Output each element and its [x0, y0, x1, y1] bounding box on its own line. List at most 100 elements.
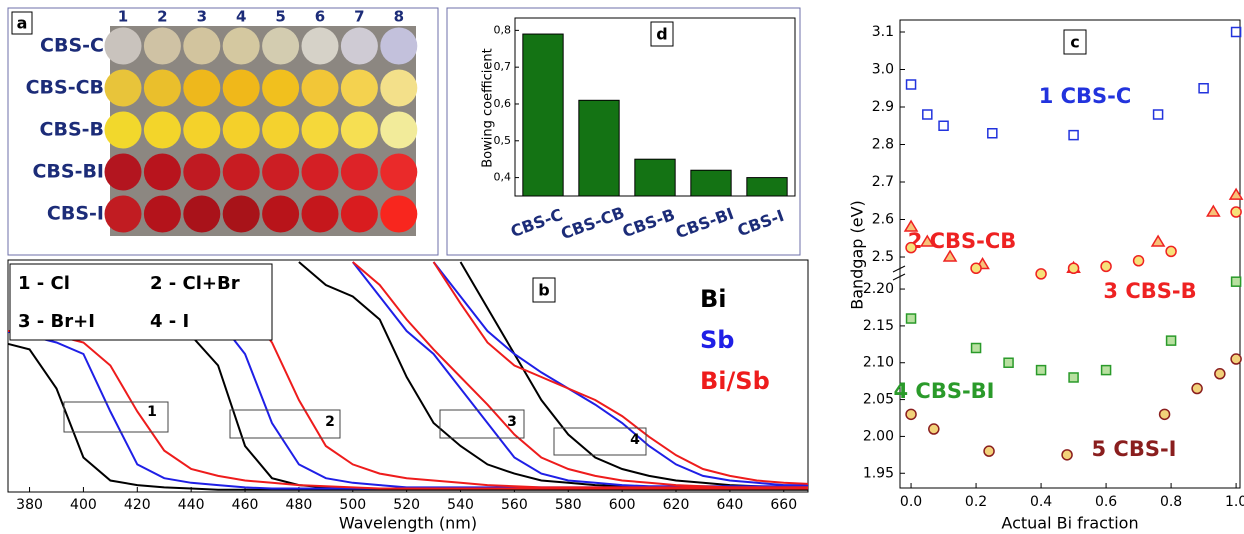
y-tick-label: 2.10	[863, 355, 894, 371]
x-tick-label: 540	[447, 497, 474, 513]
sample-disc	[380, 111, 418, 149]
marker	[1165, 245, 1177, 258]
marker	[1158, 408, 1171, 421]
series-label: 3 CBS-B	[1103, 279, 1196, 303]
y-tick-label: 2.6	[872, 212, 894, 228]
panel-label: a	[17, 14, 28, 33]
bar	[746, 177, 788, 197]
panel-label-box	[1063, 29, 1087, 55]
marker	[905, 408, 917, 421]
marker	[1003, 357, 1014, 368]
marker	[1100, 260, 1112, 273]
y-tick-label: 3.1	[872, 24, 894, 40]
x-tick-label: 380	[16, 497, 43, 513]
row-label: CBS-C	[40, 35, 104, 57]
sample-disc	[301, 195, 339, 233]
annotation-box	[439, 409, 525, 439]
marker	[1214, 368, 1226, 380]
x-tick-label: 560	[501, 497, 528, 513]
marker	[1150, 234, 1166, 247]
marker	[1230, 276, 1242, 287]
column-label: 5	[275, 8, 285, 26]
series-label: 1 CBS-C	[1039, 84, 1132, 108]
sample-disc	[340, 153, 378, 191]
marker	[1061, 449, 1073, 461]
legend-label: Bi/Sb	[700, 367, 770, 395]
marker	[919, 234, 935, 247]
marker	[905, 241, 917, 254]
sample-disc	[340, 69, 378, 107]
sample-disc	[340, 195, 378, 233]
x-tick-label: 620	[663, 497, 690, 513]
sample-disc	[222, 153, 260, 191]
y-tick-label: 3.0	[872, 62, 894, 78]
sample-disc	[301, 111, 339, 149]
spectrum-line	[8, 330, 808, 490]
marker	[905, 79, 917, 90]
marker	[1191, 382, 1203, 395]
marker	[1230, 26, 1242, 38]
key-label: 4 - I	[150, 311, 189, 332]
sample-disc	[262, 195, 300, 233]
annotation: 4	[630, 432, 640, 448]
marker	[1198, 83, 1209, 94]
y-tick-label: 2.15	[863, 318, 894, 334]
sample-disc	[104, 69, 142, 107]
marker	[983, 445, 995, 457]
x-tick-label: 640	[717, 497, 744, 513]
sample-disc	[380, 69, 418, 107]
column-label: 7	[354, 8, 364, 26]
marker	[928, 423, 940, 435]
key-box	[9, 263, 273, 341]
panel-label-box	[650, 21, 674, 47]
y-tick-label: 2.5	[872, 249, 894, 265]
panel-b-frame	[7, 259, 809, 493]
row-label: CBS-B	[40, 119, 104, 141]
x-tick-label: 0.8	[1160, 494, 1182, 510]
sample-disc	[380, 27, 418, 65]
spectrum-line	[432, 261, 808, 487]
column-label: 6	[315, 8, 325, 26]
marker	[1068, 372, 1079, 383]
row-label: CBS-CB	[26, 77, 104, 99]
marker	[970, 342, 982, 354]
series-label: 2 CBS-CB	[908, 229, 1017, 253]
y-tick-label: 0,5	[494, 134, 512, 147]
sample-disc	[301, 153, 339, 191]
y-tick-label: 0,8	[494, 23, 512, 36]
sample-disc	[183, 27, 221, 65]
legend-label: Sb	[700, 326, 734, 354]
sample-disc	[380, 153, 418, 191]
sample-disc	[222, 27, 260, 65]
annotation: 2	[325, 414, 335, 430]
sample-disc	[262, 153, 300, 191]
marker	[1165, 335, 1177, 346]
sample-disc	[301, 27, 339, 65]
annotation-box	[63, 401, 169, 433]
x-tick-label: 0.0	[900, 494, 922, 510]
y-tick-label: 2.00	[863, 428, 894, 444]
sample-disc	[262, 27, 300, 65]
marker	[1068, 129, 1079, 141]
marker	[1152, 109, 1164, 120]
marker	[987, 128, 998, 139]
legend-label: Bi	[700, 285, 727, 313]
y-tick-label: 2.7	[872, 174, 894, 190]
bar	[690, 169, 732, 197]
bar	[522, 33, 564, 197]
column-label: 4	[236, 8, 246, 26]
sample-disc	[262, 111, 300, 149]
column-label: 2	[157, 8, 167, 26]
marker	[942, 249, 958, 262]
y-tick-label: 2.05	[863, 392, 894, 408]
chart-title: c	[1070, 33, 1079, 52]
sample-disc	[222, 195, 260, 233]
spectrum-line	[8, 342, 808, 491]
sample-disc	[143, 153, 181, 191]
chart-title: b	[538, 281, 549, 300]
panel-c-frame	[899, 19, 1241, 489]
marker	[1228, 187, 1244, 200]
spectrum-line	[352, 261, 808, 489]
row-label: CBS-BI	[32, 161, 104, 183]
